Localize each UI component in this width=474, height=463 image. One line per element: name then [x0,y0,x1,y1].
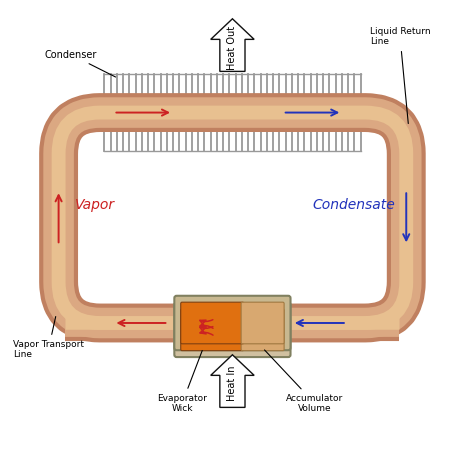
FancyBboxPatch shape [181,302,244,344]
Text: Liquid Return
Line: Liquid Return Line [370,26,430,124]
Text: Heat Out: Heat Out [228,25,237,70]
Text: Heat In: Heat In [228,366,237,401]
FancyBboxPatch shape [174,296,291,350]
Text: Evaporator
Wick: Evaporator Wick [157,350,207,413]
Text: Vapor: Vapor [74,198,115,212]
FancyBboxPatch shape [241,309,284,350]
Text: Vapor Transport
Line: Vapor Transport Line [13,317,84,359]
FancyArrow shape [211,19,254,71]
FancyBboxPatch shape [181,309,244,350]
FancyBboxPatch shape [241,302,284,344]
Text: Condenser: Condenser [45,50,116,77]
Text: Condensate: Condensate [312,198,395,212]
Text: Accumulator
Volume: Accumulator Volume [264,350,343,413]
FancyBboxPatch shape [174,303,291,357]
FancyArrow shape [211,355,254,407]
